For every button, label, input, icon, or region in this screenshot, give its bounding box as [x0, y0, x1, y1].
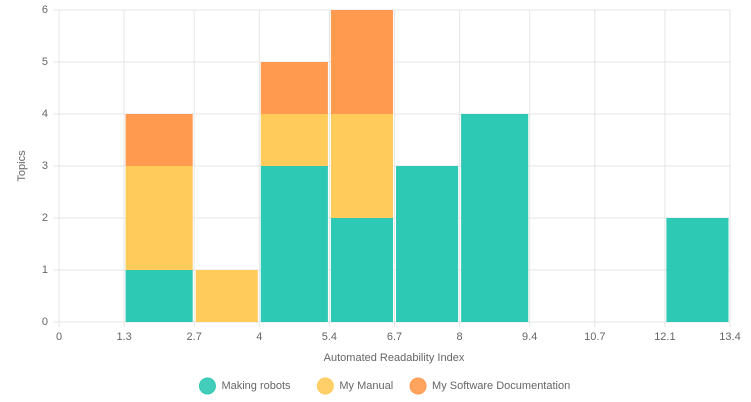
bar-segment — [125, 114, 193, 166]
bar-segment — [125, 166, 193, 270]
x-tick-label: 1.3 — [116, 331, 131, 343]
legend-label: Making robots — [221, 380, 291, 392]
bar-segment — [666, 218, 729, 322]
x-axis-title: Automated Readability Index — [324, 352, 465, 364]
bar-segment — [260, 166, 328, 322]
legend-marker — [316, 377, 334, 395]
y-tick-label: 3 — [42, 160, 48, 172]
bar-segment — [396, 166, 459, 322]
x-tick-label: 4 — [256, 331, 262, 343]
bar-segment — [260, 114, 328, 166]
y-tick-label: 2 — [42, 212, 48, 224]
legend-marker — [198, 377, 216, 395]
y-tick-label: 4 — [42, 108, 48, 120]
x-tick-label: 5.4 — [322, 331, 337, 343]
x-tick-label: 9.4 — [522, 331, 537, 343]
x-tick-label: 6.7 — [387, 331, 402, 343]
legend-label: My Software Documentation — [432, 380, 570, 392]
x-tick-label: 2.7 — [187, 331, 202, 343]
x-tick-label: 12.1 — [654, 331, 675, 343]
bar-segment — [461, 114, 529, 322]
legend-label: My Manual — [339, 380, 393, 392]
bar-segment — [330, 218, 393, 322]
x-tick-label: 13.4 — [719, 331, 740, 343]
y-tick-label: 5 — [42, 56, 48, 68]
bar-segment — [330, 114, 393, 218]
x-tick-label: 10.7 — [584, 331, 605, 343]
y-axis-title: Topics — [16, 150, 28, 182]
bar-segment — [125, 270, 193, 322]
x-tick-label: 8 — [457, 331, 463, 343]
bar-segment — [330, 10, 393, 114]
bar-segment — [195, 270, 258, 322]
bar-segment — [260, 62, 328, 114]
y-tick-label: 1 — [42, 264, 48, 276]
y-tick-label: 0 — [42, 316, 48, 328]
x-tick-label: 0 — [56, 331, 62, 343]
legend-marker — [409, 377, 427, 395]
y-tick-label: 6 — [42, 4, 48, 16]
